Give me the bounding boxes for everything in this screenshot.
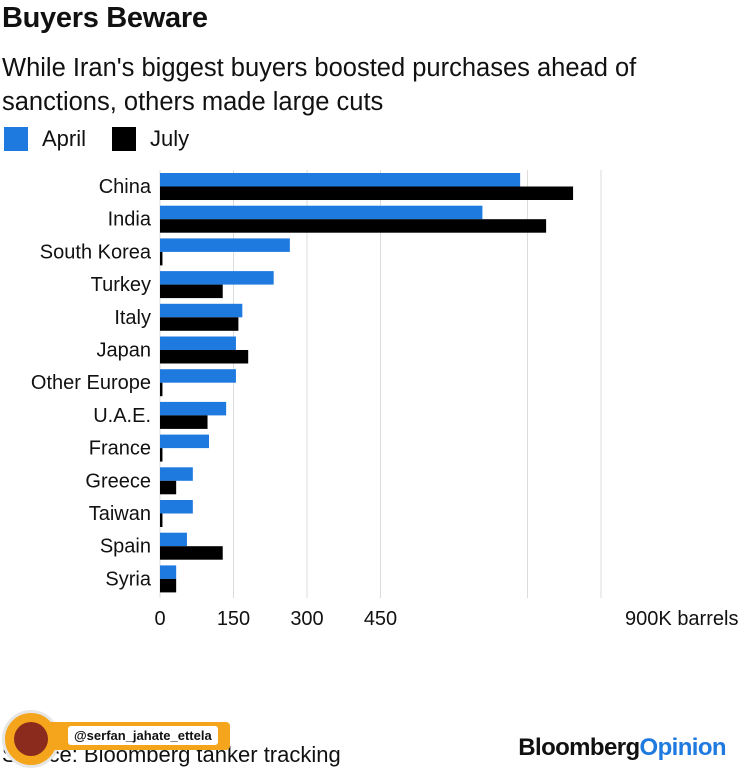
bar-july-italy bbox=[160, 317, 239, 331]
category-label: U.A.E. bbox=[93, 405, 151, 427]
category-label: India bbox=[108, 209, 152, 231]
legend-label-april: April bbox=[42, 126, 87, 151]
bar-july-spain bbox=[160, 546, 223, 560]
bar-april-turkey bbox=[160, 271, 274, 285]
category-label: Taiwan bbox=[89, 503, 151, 525]
bar-july-taiwan bbox=[160, 513, 163, 527]
bar-april-greece bbox=[160, 467, 193, 481]
logo-accent: Opinion bbox=[639, 734, 727, 761]
bar-july-u-a-e- bbox=[160, 415, 208, 429]
bar-april-spain bbox=[160, 532, 187, 547]
bar-april-china bbox=[160, 173, 521, 187]
category-label: China bbox=[99, 176, 152, 198]
legend-label-july: July bbox=[150, 126, 190, 151]
category-label: South Korea bbox=[40, 241, 152, 263]
bloomberg-opinion-logo: BloombergOpinion bbox=[518, 734, 726, 762]
bar-april-syria bbox=[160, 565, 177, 579]
bar-july-greece bbox=[160, 480, 177, 495]
category-label: Turkey bbox=[91, 274, 151, 296]
chart-title: Buyers Beware bbox=[2, 2, 208, 34]
bar-july-south-korea bbox=[160, 251, 163, 266]
bar-april-u-a-e- bbox=[160, 401, 227, 416]
bar-july-turkey bbox=[160, 284, 223, 299]
category-label: Syria bbox=[105, 568, 151, 590]
bar-july-other-europe bbox=[160, 382, 163, 397]
bar-april-other-europe bbox=[160, 369, 236, 383]
x-tick-label: 0 bbox=[154, 608, 165, 630]
x-tick-label: 450 bbox=[364, 608, 397, 630]
bar-april-japan bbox=[160, 336, 236, 350]
bar-july-japan bbox=[160, 350, 249, 364]
bar-chart: 0 150 300 450 900K barrels a day China India So… bbox=[31, 170, 740, 630]
watermark-handle: @serfan_jahate_ettela bbox=[68, 726, 218, 745]
category-label: France bbox=[89, 438, 151, 460]
bar-april-taiwan bbox=[160, 500, 193, 514]
x-tick-label: 900K barrels a day bbox=[625, 608, 740, 630]
bar-july-syria bbox=[160, 578, 177, 593]
bar-april-italy bbox=[160, 303, 243, 318]
category-label: Greece bbox=[85, 470, 151, 492]
category-label: Other Europe bbox=[31, 372, 151, 394]
legend-swatch-april bbox=[4, 127, 28, 151]
category-label: Spain bbox=[100, 536, 151, 558]
category-label: Italy bbox=[114, 307, 151, 329]
chart-subtitle: While Iran's biggest buyers boosted purc… bbox=[2, 54, 637, 116]
x-tick-label: 300 bbox=[290, 608, 323, 630]
logo-main: Bloomberg bbox=[518, 734, 640, 761]
x-tick-label: 150 bbox=[217, 608, 250, 630]
bar-july-india bbox=[160, 219, 547, 233]
watermark: @serfan_jahate_ettela bbox=[2, 708, 232, 770]
legend: April July bbox=[4, 126, 215, 152]
bar-april-india bbox=[160, 205, 483, 220]
bar-july-china bbox=[160, 186, 574, 200]
watermark-ribbon: @serfan_jahate_ettela bbox=[50, 722, 230, 750]
bar-april-south-korea bbox=[160, 238, 290, 252]
legend-swatch-july bbox=[112, 127, 137, 151]
bar-july-france bbox=[160, 448, 163, 462]
bar-april-france bbox=[160, 434, 209, 449]
category-label: Japan bbox=[97, 340, 152, 362]
